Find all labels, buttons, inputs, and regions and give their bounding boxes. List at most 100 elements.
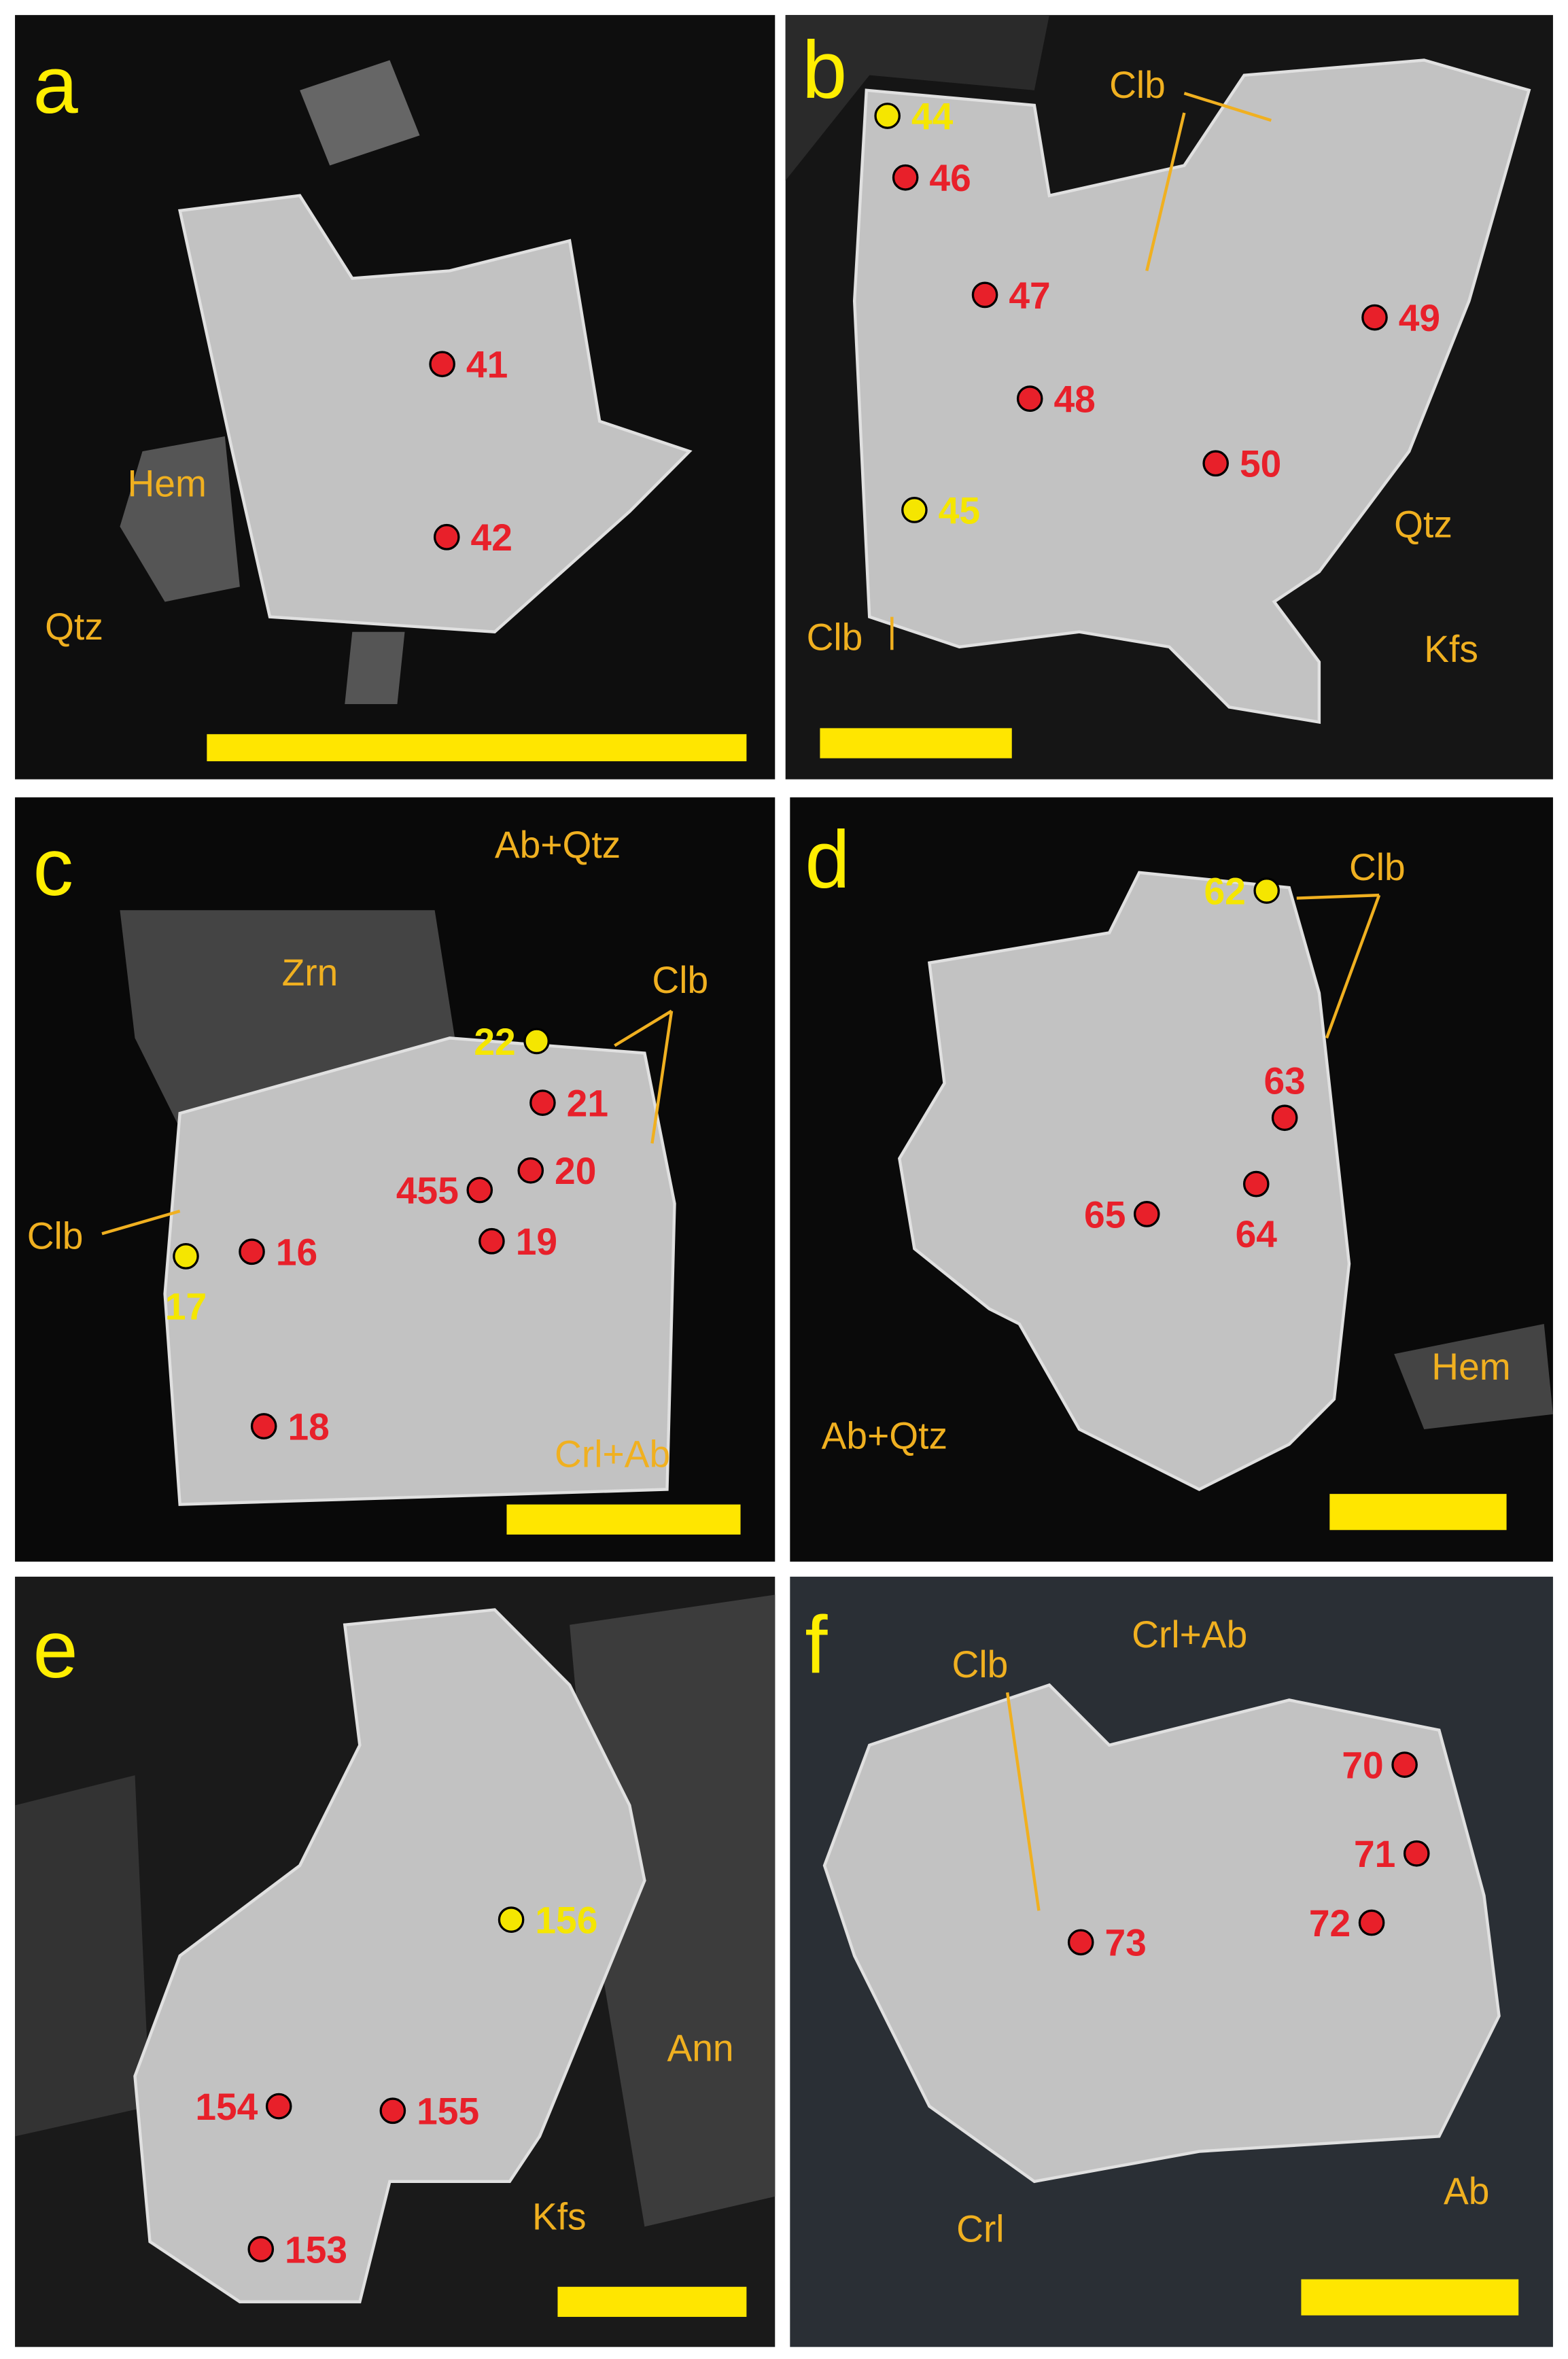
mineral-label: Ab+Qtz bbox=[495, 824, 621, 866]
spot-label: 455 bbox=[396, 1170, 459, 1212]
spot-label: 17 bbox=[165, 1285, 207, 1327]
analysis-spot bbox=[874, 103, 901, 129]
scale-bar bbox=[820, 728, 1012, 758]
scale-bar bbox=[557, 2286, 747, 2318]
spot-label: 63 bbox=[1264, 1060, 1305, 1102]
mineral-label: Crl+Ab bbox=[555, 1433, 670, 1475]
mineral-label: Clb bbox=[952, 1643, 1009, 1685]
grain bbox=[177, 194, 693, 634]
analysis-spot bbox=[478, 1227, 505, 1255]
spot-label: 19 bbox=[516, 1221, 557, 1263]
spot-label: 153 bbox=[285, 2229, 347, 2271]
mineral-label: Zrn bbox=[282, 951, 338, 994]
scale-bar bbox=[1329, 1494, 1507, 1531]
mineral-label: Clb bbox=[1349, 846, 1406, 888]
spot-label: 70 bbox=[1342, 1744, 1383, 1786]
leader-line bbox=[1183, 92, 1272, 122]
spot-label: 41 bbox=[466, 344, 508, 386]
panel-letter: b bbox=[802, 25, 847, 116]
analysis-spot bbox=[1067, 1929, 1094, 1956]
mineral-label: Clb bbox=[807, 616, 863, 658]
spot-label: 20 bbox=[555, 1150, 596, 1192]
mineral-label: Clb bbox=[1109, 64, 1166, 106]
analysis-spot bbox=[239, 1238, 265, 1265]
spot-label: 72 bbox=[1309, 1902, 1351, 1944]
analysis-spot bbox=[265, 2093, 292, 2120]
spot-label: 71 bbox=[1354, 1833, 1395, 1875]
panel: d Clb Hem Ab+Qtz 62 63 64 65 bbox=[790, 797, 1553, 1562]
analysis-spot bbox=[1358, 1909, 1385, 1936]
spot-label: 42 bbox=[471, 517, 512, 559]
leader-line bbox=[650, 1011, 674, 1144]
phase bbox=[300, 60, 420, 166]
spot-label: 154 bbox=[195, 2086, 258, 2128]
spot-label: 18 bbox=[288, 1405, 329, 1448]
phase bbox=[785, 15, 1049, 181]
grain bbox=[133, 1608, 646, 2304]
spot-label: 44 bbox=[911, 95, 954, 137]
scale-bar bbox=[207, 734, 747, 762]
mineral-label: Kfs bbox=[1424, 628, 1478, 670]
spot-label: 50 bbox=[1240, 443, 1281, 485]
analysis-spot bbox=[1253, 877, 1280, 904]
spot-label: 62 bbox=[1204, 870, 1245, 912]
analysis-spot bbox=[517, 1157, 544, 1184]
leader-line bbox=[614, 1009, 673, 1047]
phase bbox=[570, 1594, 776, 2227]
spot-label: 16 bbox=[276, 1231, 317, 1274]
spot-label: 156 bbox=[535, 1899, 597, 1941]
spot-label: 64 bbox=[1236, 1213, 1278, 1255]
panel: b Clb Qtz Kfs Clb 44 46 47 49 48 50 45 bbox=[785, 15, 1553, 780]
spot-label: 22 bbox=[474, 1021, 515, 1063]
analysis-spot bbox=[529, 1089, 556, 1116]
grain bbox=[898, 871, 1351, 1491]
analysis-spot bbox=[1016, 385, 1043, 412]
mineral-label: Crl+Ab bbox=[1132, 1613, 1247, 1656]
analysis-spot bbox=[1271, 1104, 1298, 1132]
mineral-label: Kfs bbox=[532, 2196, 587, 2238]
analysis-spot bbox=[466, 1176, 493, 1204]
analysis-spot bbox=[247, 2236, 275, 2262]
spot-label: 46 bbox=[929, 157, 971, 199]
panel: c Ab+Qtz Zrn Clb Clb Crl+Ab 22 21 20 455 19 16 17 18 bbox=[15, 797, 776, 1562]
analysis-spot bbox=[1133, 1201, 1160, 1227]
mineral-label: Ann bbox=[667, 2027, 733, 2069]
analysis-spot bbox=[429, 351, 455, 378]
spot-label: 48 bbox=[1053, 378, 1095, 420]
leader-line bbox=[101, 1209, 181, 1236]
analysis-spot bbox=[1403, 1840, 1430, 1867]
mineral-label: Clb bbox=[652, 959, 708, 1001]
analysis-spot bbox=[523, 1028, 550, 1055]
panel: e Ann Kfs 156 154 155 153 bbox=[15, 1576, 776, 2347]
analysis-spot bbox=[892, 164, 919, 191]
spot-label: 65 bbox=[1084, 1193, 1126, 1236]
mineral-label: Clb bbox=[27, 1215, 84, 1257]
grain bbox=[163, 1036, 676, 1506]
phase bbox=[15, 1775, 150, 2137]
mineral-label: Crl bbox=[956, 2207, 1004, 2250]
analysis-spot bbox=[1361, 304, 1388, 331]
mineral-label: Hem bbox=[1431, 1346, 1510, 1388]
spot-label: 47 bbox=[1009, 275, 1050, 317]
leader-line bbox=[1145, 112, 1186, 271]
panel-letter: a bbox=[33, 40, 79, 130]
analysis-spot bbox=[901, 497, 928, 523]
analysis-spot bbox=[173, 1243, 199, 1270]
analysis-spot bbox=[971, 281, 998, 309]
analysis-spot bbox=[250, 1413, 277, 1439]
mineral-label: Qtz bbox=[1394, 503, 1452, 545]
grain bbox=[852, 58, 1531, 724]
panel-letter: e bbox=[33, 1605, 78, 1695]
leader-line bbox=[1325, 894, 1381, 1039]
spot-label: 155 bbox=[417, 2091, 479, 2133]
panel-letter: c bbox=[33, 822, 74, 913]
analysis-spot bbox=[1391, 1751, 1418, 1778]
scale-bar bbox=[1301, 2279, 1519, 2316]
analysis-spot bbox=[1202, 450, 1229, 477]
scale-bar bbox=[506, 1504, 741, 1535]
panel-letter: f bbox=[805, 1600, 828, 1690]
analysis-spot bbox=[379, 2097, 406, 2125]
